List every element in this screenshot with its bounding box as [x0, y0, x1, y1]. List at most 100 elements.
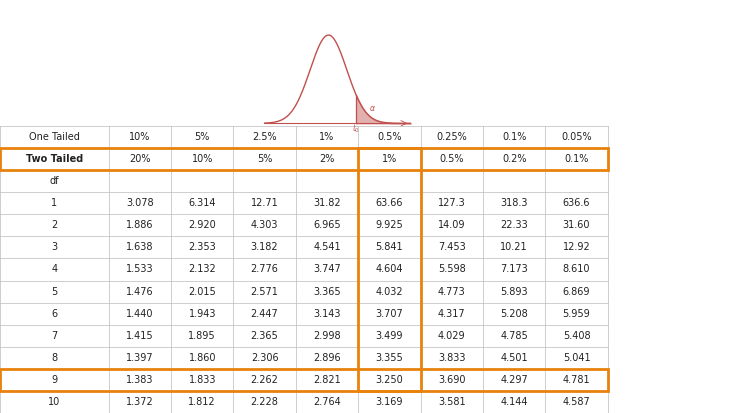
Text: 0.25%: 0.25% [437, 132, 467, 142]
Text: Two Tailed: Two Tailed [26, 154, 83, 164]
Text: 12.92: 12.92 [563, 242, 590, 252]
Text: 6.965: 6.965 [313, 220, 341, 230]
Text: 6.869: 6.869 [563, 287, 590, 297]
Text: 2.228: 2.228 [251, 397, 278, 407]
Text: 2.821: 2.821 [313, 375, 341, 385]
Text: 2.5%: 2.5% [252, 132, 277, 142]
Text: 2.262: 2.262 [251, 375, 278, 385]
Text: 9: 9 [51, 375, 57, 385]
Text: 9.925: 9.925 [376, 220, 403, 230]
Text: 1.895: 1.895 [189, 331, 216, 341]
Text: 4.541: 4.541 [313, 242, 341, 252]
Text: 20%: 20% [129, 154, 150, 164]
Text: 3.581: 3.581 [438, 397, 465, 407]
Text: 3.169: 3.169 [376, 397, 403, 407]
Text: 2.896: 2.896 [313, 353, 341, 363]
Text: 0.5%: 0.5% [377, 132, 401, 142]
Text: 4.144: 4.144 [501, 397, 528, 407]
Text: 0.1%: 0.1% [564, 154, 589, 164]
Text: 1%: 1% [319, 132, 335, 142]
Text: 0.2%: 0.2% [502, 154, 526, 164]
Text: 127.3: 127.3 [438, 198, 465, 208]
Text: 3.078: 3.078 [126, 198, 153, 208]
Text: 7.173: 7.173 [501, 264, 528, 275]
Text: 14.09: 14.09 [438, 220, 465, 230]
Text: 1%: 1% [382, 154, 397, 164]
Text: 8: 8 [51, 353, 57, 363]
Text: 4.297: 4.297 [501, 375, 528, 385]
Text: 1.812: 1.812 [189, 397, 216, 407]
Text: 3.365: 3.365 [313, 287, 341, 297]
Text: 1.860: 1.860 [189, 353, 216, 363]
Text: 5: 5 [51, 287, 57, 297]
Text: 5.408: 5.408 [563, 331, 590, 341]
Text: 10%: 10% [192, 154, 213, 164]
Text: 1.397: 1.397 [126, 353, 153, 363]
Text: 4.303: 4.303 [251, 220, 278, 230]
Text: df: df [50, 176, 59, 186]
Text: 5%: 5% [195, 132, 210, 142]
Text: 7: 7 [51, 331, 57, 341]
Text: 2.353: 2.353 [189, 242, 216, 252]
Text: 4.781: 4.781 [563, 375, 590, 385]
Text: 3.182: 3.182 [251, 242, 278, 252]
Text: α: α [370, 104, 375, 113]
Text: 4.501: 4.501 [501, 353, 528, 363]
Text: 1.943: 1.943 [189, 309, 216, 319]
Text: 3.690: 3.690 [438, 375, 465, 385]
Text: 4.604: 4.604 [376, 264, 403, 275]
Text: 5.041: 5.041 [563, 353, 590, 363]
Text: 5.841: 5.841 [376, 242, 403, 252]
Text: 2.764: 2.764 [313, 397, 341, 407]
Text: 63.66: 63.66 [376, 198, 403, 208]
Text: 4.032: 4.032 [376, 287, 403, 297]
Text: 31.60: 31.60 [563, 220, 590, 230]
Text: 6.314: 6.314 [189, 198, 216, 208]
Text: 6: 6 [51, 309, 57, 319]
Text: 1.638: 1.638 [126, 242, 153, 252]
Text: 5.893: 5.893 [501, 287, 528, 297]
Text: 10: 10 [48, 397, 60, 407]
Text: 5.208: 5.208 [501, 309, 528, 319]
Text: One Tailed: One Tailed [29, 132, 80, 142]
Text: 1.886: 1.886 [126, 220, 153, 230]
Text: 3.250: 3.250 [376, 375, 403, 385]
Text: 2.571: 2.571 [251, 287, 278, 297]
Text: 2.998: 2.998 [313, 331, 341, 341]
Text: 4: 4 [51, 264, 57, 275]
Text: 2.365: 2.365 [251, 331, 278, 341]
Text: 3.707: 3.707 [376, 309, 403, 319]
Text: 10.21: 10.21 [501, 242, 528, 252]
Text: 5.959: 5.959 [563, 309, 590, 319]
Text: 7.453: 7.453 [438, 242, 465, 252]
Text: $t_0$: $t_0$ [352, 122, 360, 135]
Text: 5%: 5% [257, 154, 272, 164]
Text: 4.785: 4.785 [501, 331, 528, 341]
Text: 1.833: 1.833 [189, 375, 216, 385]
Bar [358, 148, 421, 391]
Text: 2%: 2% [319, 154, 335, 164]
Text: 2.015: 2.015 [189, 287, 216, 297]
Text: 1.372: 1.372 [126, 397, 153, 407]
Text: 2.776: 2.776 [251, 264, 278, 275]
Bar [0, 148, 608, 170]
Text: 3.355: 3.355 [376, 353, 403, 363]
Text: 8.610: 8.610 [563, 264, 590, 275]
Text: 1.476: 1.476 [126, 287, 153, 297]
Text: 1.415: 1.415 [126, 331, 153, 341]
Text: 2.306: 2.306 [251, 353, 278, 363]
Text: 0.5%: 0.5% [440, 154, 464, 164]
Text: 5.598: 5.598 [438, 264, 465, 275]
Text: 31.82: 31.82 [313, 198, 341, 208]
Text: 22.33: 22.33 [501, 220, 528, 230]
Text: 0.1%: 0.1% [502, 132, 526, 142]
Text: 1.533: 1.533 [126, 264, 153, 275]
Text: 10%: 10% [129, 132, 150, 142]
Text: 12.71: 12.71 [251, 198, 278, 208]
Text: 1.383: 1.383 [126, 375, 153, 385]
Text: 1: 1 [51, 198, 57, 208]
Text: 2: 2 [51, 220, 57, 230]
Text: 318.3: 318.3 [501, 198, 528, 208]
Text: 3.499: 3.499 [376, 331, 403, 341]
Text: 2.920: 2.920 [189, 220, 216, 230]
